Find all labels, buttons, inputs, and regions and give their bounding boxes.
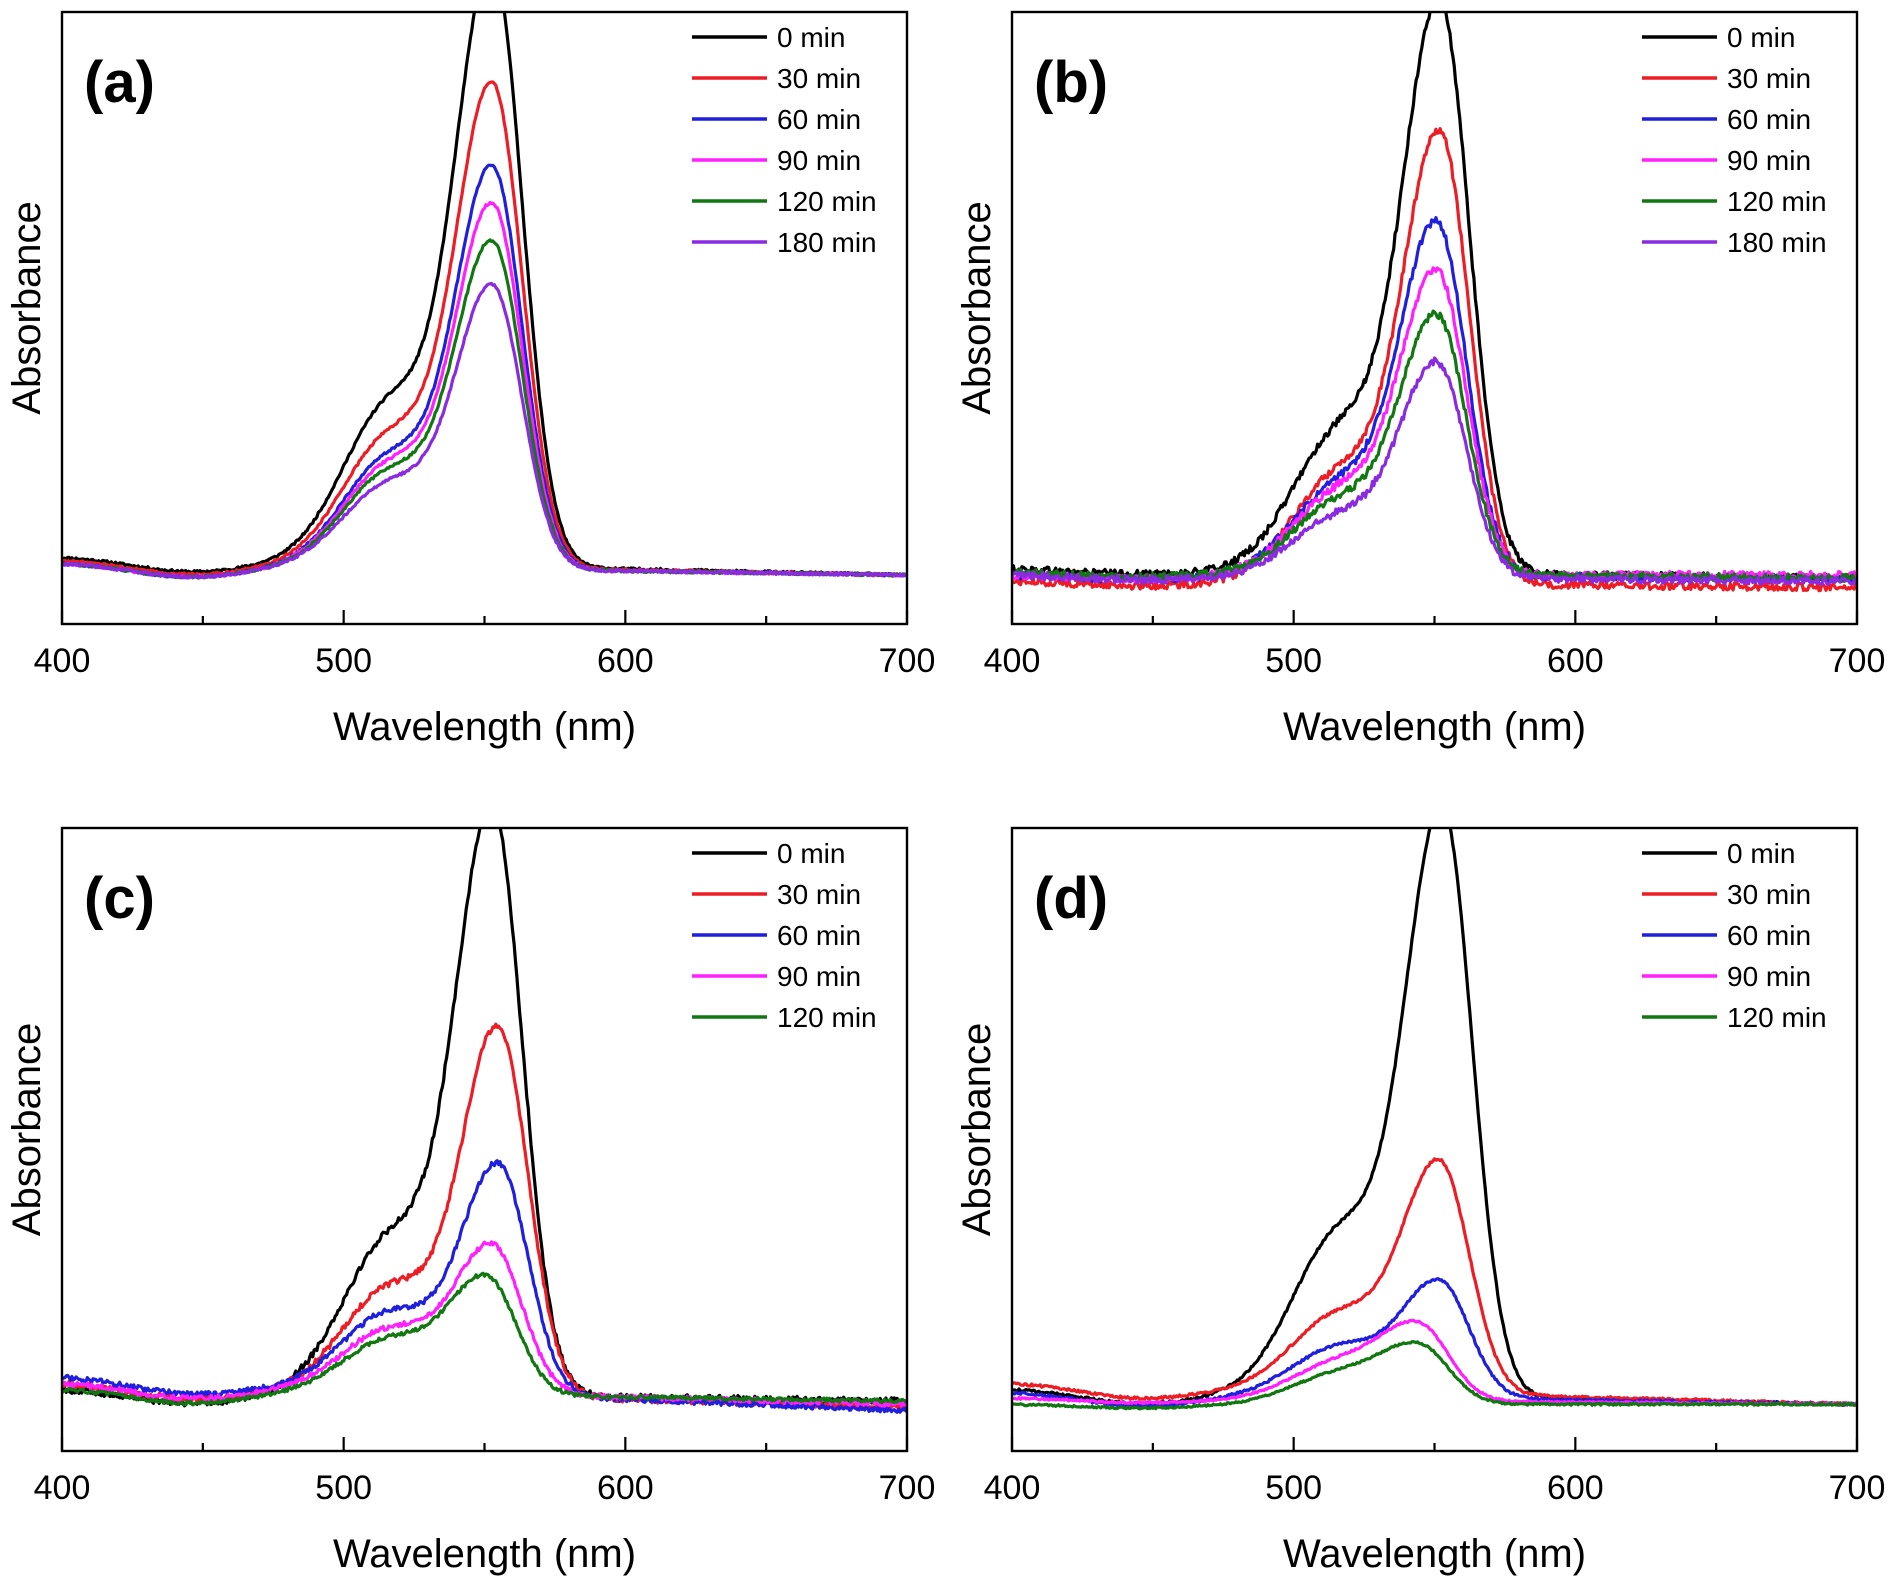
- series-line-30-min: [1012, 1157, 1857, 1407]
- x-tick-label: 500: [315, 642, 372, 680]
- x-tick-label: 400: [984, 1469, 1041, 1507]
- legend-label: 120 min: [1727, 186, 1827, 217]
- series-line-90-min: [1012, 266, 1857, 584]
- plot-area: [1012, 12, 1857, 593]
- series-line-30-min: [62, 1022, 907, 1411]
- panel-label: (d): [1034, 866, 1108, 931]
- panel-label: (b): [1034, 50, 1108, 115]
- x-axis-title: Wavelength (nm): [333, 1532, 636, 1576]
- legend-label: 30 min: [777, 63, 861, 94]
- x-axis-title: Wavelength (nm): [1283, 1532, 1586, 1576]
- series-line-180-min: [1012, 356, 1857, 587]
- legend-label: 0 min: [777, 838, 845, 869]
- chart-panel-b: 400 500 600 700 Wavelength (nm) Absorbance (b)…: [955, 10, 1886, 749]
- plot-area: [62, 828, 907, 1414]
- series-line-90-min: [1012, 1318, 1857, 1407]
- chart-panel-c: 400 500 600 700 Wavelength (nm) Absorbance (c)…: [5, 826, 936, 1576]
- legend-label: 90 min: [1727, 145, 1811, 176]
- y-axis-title: Absorbance: [5, 1023, 49, 1236]
- x-axis-title: Wavelength (nm): [1283, 705, 1586, 749]
- plot-area: [1012, 828, 1857, 1411]
- x-tick-label: 600: [1547, 1469, 1604, 1507]
- x-tick-label: 700: [879, 642, 936, 680]
- series-line-60-min: [1012, 1277, 1857, 1409]
- legend-label: 90 min: [1727, 961, 1811, 992]
- x-tick-label: 600: [597, 642, 654, 680]
- x-tick-label: 400: [34, 642, 91, 680]
- series-line-180-min: [62, 281, 907, 580]
- legend-label: 30 min: [1727, 63, 1811, 94]
- x-tick-label: 700: [1829, 642, 1886, 680]
- y-axis-title: Absorbance: [5, 201, 49, 414]
- chart-panel-a: 400 500 600 700 Wavelength (nm) Absorbance (a)…: [5, 10, 936, 749]
- legend-label: 120 min: [777, 186, 877, 217]
- panel-label: (a): [84, 50, 155, 115]
- legend-label: 0 min: [1727, 838, 1795, 869]
- legend-label: 180 min: [777, 227, 877, 258]
- x-axis-title: Wavelength (nm): [333, 705, 636, 749]
- x-tick-label: 600: [1547, 642, 1604, 680]
- legend-label: 30 min: [1727, 879, 1811, 910]
- x-tick-label: 500: [1265, 642, 1322, 680]
- plot-area: [62, 12, 907, 580]
- series-line-30-min: [1012, 127, 1857, 593]
- series-line-90-min: [62, 1240, 907, 1408]
- series-line-60-min: [62, 1159, 907, 1414]
- legend-label: 90 min: [777, 145, 861, 176]
- x-tick-label: 400: [984, 642, 1041, 680]
- legend-label: 60 min: [777, 104, 861, 135]
- legend-label: 60 min: [777, 920, 861, 951]
- y-axis-title: Absorbance: [955, 1023, 999, 1236]
- legend-label: 0 min: [1727, 22, 1795, 53]
- x-tick-label: 700: [879, 1469, 936, 1507]
- legend-label: 120 min: [777, 1002, 877, 1033]
- legend-label: 120 min: [1727, 1002, 1827, 1033]
- series-line-120-min: [1012, 1340, 1857, 1411]
- x-tick-label: 400: [34, 1469, 91, 1507]
- legend-label: 30 min: [777, 879, 861, 910]
- legend-label: 180 min: [1727, 227, 1827, 258]
- legend-label: 90 min: [777, 961, 861, 992]
- series-line-60-min: [1012, 216, 1857, 584]
- x-tick-label: 500: [1265, 1469, 1322, 1507]
- x-tick-label: 500: [315, 1469, 372, 1507]
- legend-label: 60 min: [1727, 104, 1811, 135]
- legend-label: 0 min: [777, 22, 845, 53]
- y-axis-title: Absorbance: [955, 201, 999, 414]
- x-tick-label: 600: [597, 1469, 654, 1507]
- panel-label: (c): [84, 866, 155, 931]
- series-line-120-min: [1012, 309, 1857, 583]
- series-line-90-min: [62, 200, 907, 580]
- chart-panel-d: 400 500 600 700 Wavelength (nm) Absorbance (d)…: [955, 826, 1886, 1576]
- x-tick-label: 700: [1829, 1469, 1886, 1507]
- series-line-120-min: [62, 1271, 907, 1407]
- legend-label: 60 min: [1727, 920, 1811, 951]
